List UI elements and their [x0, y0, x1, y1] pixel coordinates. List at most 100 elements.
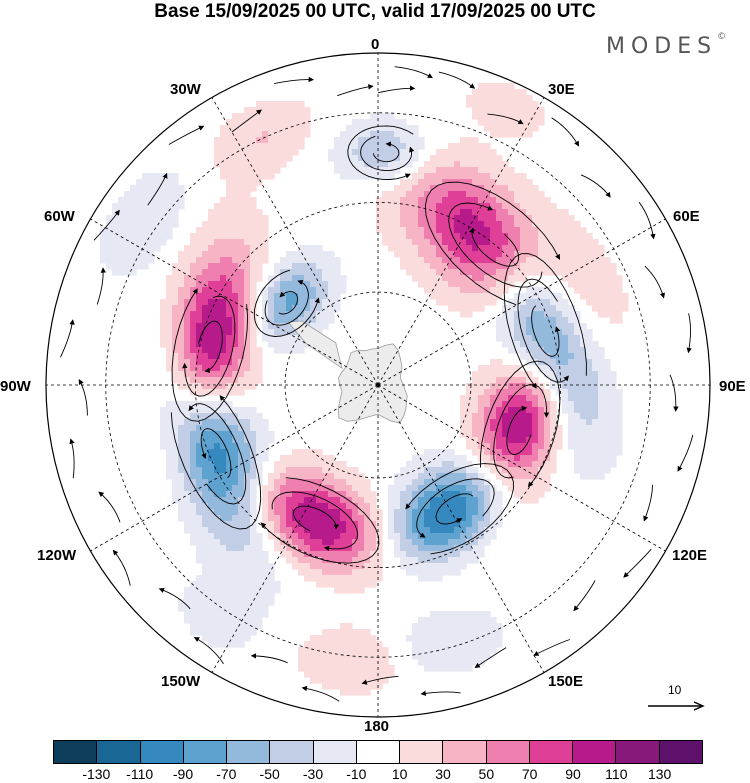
- field-cell: [334, 137, 359, 144]
- field-cell: [214, 155, 293, 162]
- field-cell: [364, 545, 377, 552]
- streamline: [170, 395, 262, 530]
- field-cell: [244, 347, 251, 354]
- field-cell: [364, 497, 377, 504]
- field-cell: [490, 419, 503, 426]
- colorbar-tick-6: -10: [346, 766, 367, 782]
- field-cell: [190, 239, 215, 246]
- field-cell: [274, 281, 281, 288]
- field-cell: [244, 239, 269, 246]
- field-cell: [526, 209, 569, 216]
- lon-label-30e: 30E: [548, 81, 575, 98]
- field-cell: [490, 203, 503, 210]
- field-cell: [262, 131, 269, 138]
- streamline: [337, 84, 374, 97]
- field-cell: [244, 353, 251, 360]
- field-cell: [436, 149, 497, 156]
- field-cell: [550, 299, 569, 306]
- field-cell: [178, 443, 191, 450]
- field-cell: [250, 305, 257, 312]
- field-cell: [394, 539, 401, 546]
- field-cell: [526, 437, 539, 444]
- field-cell: [208, 353, 221, 360]
- field-cell: [406, 233, 425, 240]
- field-cell: [466, 191, 491, 198]
- streamline: [78, 379, 88, 416]
- field-cell: [178, 599, 275, 606]
- field-cell: [478, 83, 515, 90]
- streamline: [580, 174, 611, 198]
- field-cell: [466, 437, 479, 444]
- field-cell: [100, 239, 167, 246]
- field-cell: [268, 317, 275, 324]
- field-cell: [544, 407, 551, 414]
- field-cell: [388, 509, 395, 516]
- field-cell: [472, 533, 485, 540]
- field-cell: [460, 287, 491, 294]
- field-cell: [532, 443, 545, 450]
- field-cell: [310, 635, 377, 642]
- field-cell: [502, 341, 521, 348]
- field-cell: [292, 563, 311, 570]
- field-cell: [460, 395, 479, 402]
- field-cell: [334, 167, 401, 174]
- field-cell: [160, 425, 179, 432]
- field-cell: [586, 347, 605, 354]
- field-cell: [208, 209, 263, 216]
- field-cell: [394, 479, 413, 486]
- field-cell: [298, 545, 311, 552]
- field-cell: [466, 473, 479, 480]
- field-cell: [358, 551, 371, 558]
- field-cell: [220, 353, 233, 360]
- field-cell: [430, 185, 485, 192]
- field-cell: [106, 263, 149, 270]
- field-cell: [334, 539, 353, 546]
- field-cell: [166, 449, 179, 456]
- field-cell: [160, 431, 179, 438]
- field-cell: [538, 233, 593, 240]
- field-cell: [556, 317, 569, 324]
- field-cell: [232, 113, 311, 120]
- field-cell: [394, 527, 407, 534]
- field-cell: [598, 389, 623, 396]
- field-cell: [424, 449, 455, 456]
- field-cell: [232, 371, 245, 378]
- field-cell: [358, 491, 377, 498]
- antarctic-peninsula: [287, 320, 343, 370]
- field-cell: [454, 545, 473, 552]
- field-cell: [256, 449, 269, 456]
- field-cell: [304, 311, 317, 318]
- field-cell: [418, 557, 449, 564]
- field-cell: [250, 281, 257, 288]
- field-cell: [310, 305, 323, 312]
- field-cell: [238, 449, 251, 456]
- field-cell: [466, 95, 533, 102]
- field-cell: [238, 317, 245, 324]
- field-cell: [238, 425, 251, 432]
- streamline: [93, 209, 120, 241]
- field-cell: [226, 335, 239, 342]
- field-cell: [208, 299, 227, 306]
- field-cell: [280, 521, 287, 528]
- field-cell: [262, 317, 269, 324]
- field-cell: [244, 287, 251, 294]
- field-cell: [232, 287, 245, 294]
- field-cell: [394, 251, 419, 258]
- field-cell: [100, 227, 173, 234]
- field-cell: [250, 443, 257, 450]
- field-cell: [100, 251, 155, 258]
- field-cell: [484, 431, 497, 438]
- field-cell: [484, 221, 503, 228]
- field-cell: [406, 227, 425, 234]
- field-cell: [226, 185, 257, 192]
- field-cell: [190, 467, 203, 474]
- field-cell: [520, 263, 617, 270]
- field-cell: [220, 443, 239, 450]
- field-cell: [190, 377, 239, 384]
- field-cell: [460, 521, 473, 528]
- field-cell: [274, 485, 281, 492]
- field-cell: [388, 245, 419, 252]
- field-cell: [286, 251, 335, 258]
- colorbar-tick-9: 50: [478, 766, 495, 782]
- field-cell: [532, 413, 539, 420]
